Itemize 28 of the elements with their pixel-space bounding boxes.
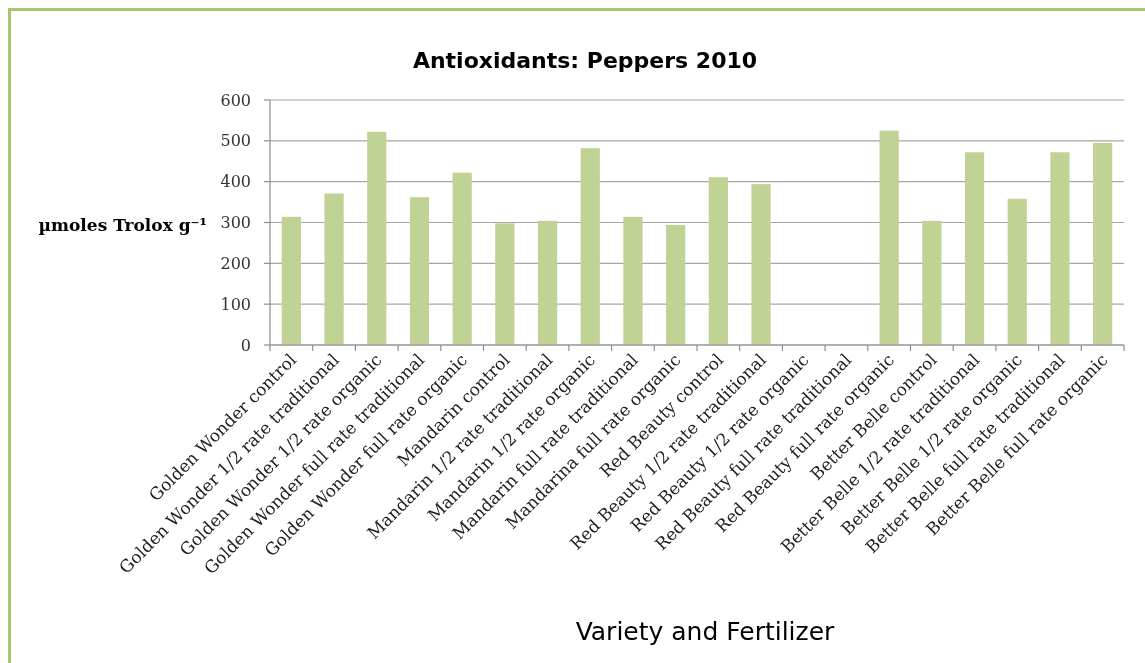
- bar: [879, 130, 899, 345]
- bar: [409, 197, 430, 345]
- bar: [922, 220, 942, 345]
- y-tick-label: 300: [220, 213, 251, 233]
- bar: [537, 220, 558, 345]
- y-tick-label: 400: [220, 172, 251, 192]
- bar: [666, 224, 686, 345]
- bar: [281, 216, 301, 345]
- bar: [708, 177, 728, 345]
- y-tick-label: 200: [220, 253, 251, 273]
- y-tick-label: 500: [220, 131, 251, 151]
- bar: [1050, 152, 1070, 345]
- bar: [1007, 198, 1027, 345]
- y-tick-label: 0: [240, 335, 251, 355]
- bar: [751, 184, 771, 345]
- bar: [495, 223, 515, 345]
- bar: [367, 131, 387, 345]
- bar: [623, 216, 643, 345]
- x-axis-title: Variety and Fertilizer: [575, 617, 836, 646]
- bar: [452, 172, 472, 345]
- bar: [1093, 142, 1113, 345]
- bar: [580, 148, 600, 345]
- y-axis-title: µmoles Trolox g⁻¹: [38, 215, 207, 235]
- bar: [964, 152, 985, 345]
- chart-title: Antioxidants: Peppers 2010: [412, 48, 758, 73]
- y-tick-label: 100: [220, 294, 251, 314]
- bar: [324, 193, 344, 345]
- y-tick-label: 600: [220, 90, 251, 110]
